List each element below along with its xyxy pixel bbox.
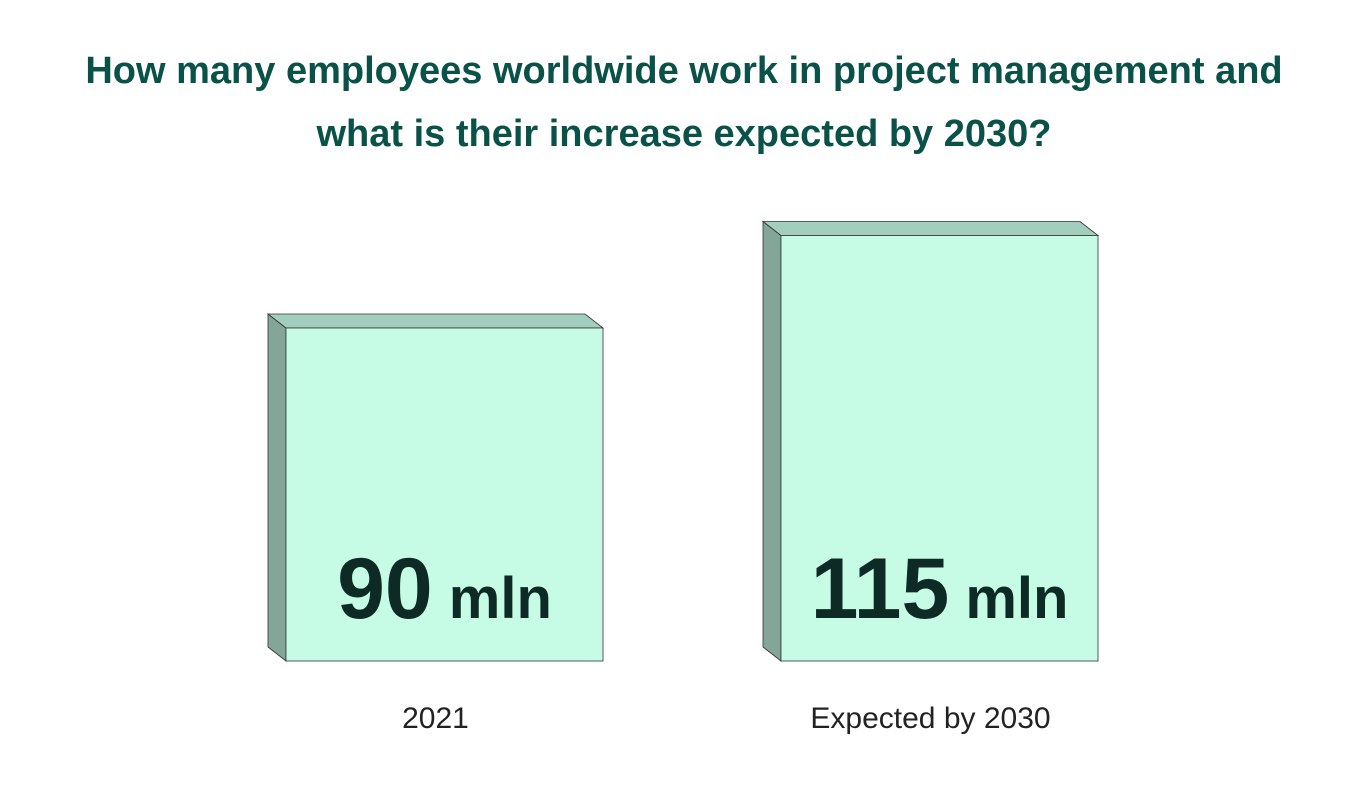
value-label: 115 mln [811, 541, 1069, 637]
value-number: 90 [337, 541, 433, 637]
chart-title: How many employees worldwide work in pro… [85, 50, 1283, 155]
bar-side [762, 220, 782, 662]
bar [761, 220, 1100, 662]
bar [266, 313, 605, 662]
value-unit: mln [965, 566, 1068, 631]
value-unit: mln [449, 566, 552, 631]
x-tick-label: Expected by 2030 [810, 702, 1050, 735]
value-label: 90 mln [337, 541, 552, 637]
value-number: 115 [811, 541, 950, 637]
bar-side [267, 313, 287, 662]
bar-front [780, 235, 1099, 662]
x-tick-label: 2021 [402, 702, 469, 735]
bar-top [266, 313, 605, 329]
bar-top [761, 221, 1100, 236]
bar-front [285, 327, 604, 662]
